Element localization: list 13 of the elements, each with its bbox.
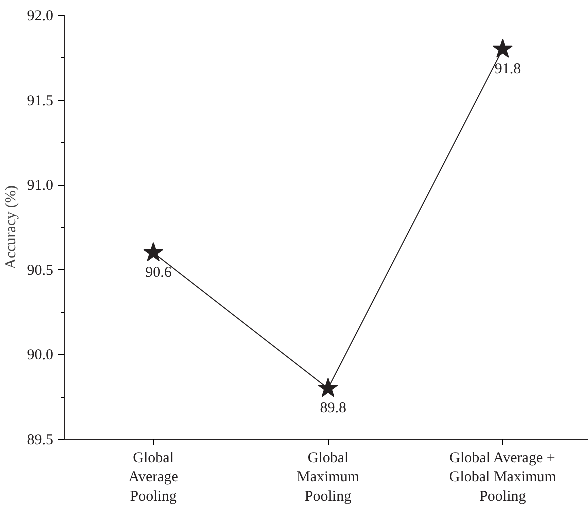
text: 91.0 [27, 178, 54, 194]
data-label: 91.8 [494, 61, 522, 78]
text: 90.0 [27, 348, 54, 364]
text: 89.5 [27, 432, 54, 448]
x-tick-label: Global Average + Global Maximum Pooling [449, 450, 557, 505]
text: 92.0 [27, 8, 54, 24]
y-axis-title: Accuracy (%) [3, 186, 20, 270]
data-label: 89.8 [320, 400, 346, 417]
text: 91.5 [27, 93, 54, 110]
x-tick-label: Global Maximum Pooling [297, 450, 360, 505]
x-tick-label: Global Average Pooling [128, 450, 179, 505]
text: 90.5 [27, 262, 54, 279]
data-label: 90.6 [146, 264, 172, 281]
